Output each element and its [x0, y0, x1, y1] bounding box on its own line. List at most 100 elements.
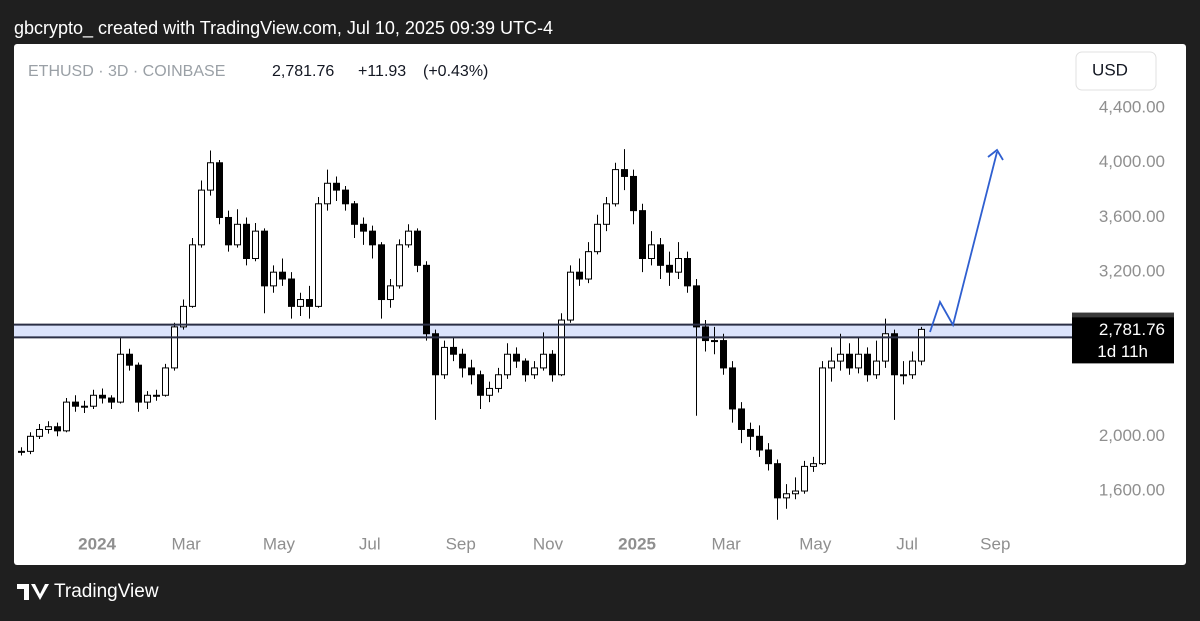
forecast-arrowhead: [987, 148, 1004, 161]
candle-body: [657, 244, 664, 266]
candle-body: [333, 182, 340, 191]
candle-body: [126, 353, 133, 366]
candle-body: [243, 223, 250, 260]
candle-body: [801, 465, 808, 492]
candle-body: [558, 319, 565, 376]
candle-body: [792, 490, 799, 495]
candle-body: [45, 426, 52, 430]
x-tick-label: Mar: [712, 534, 742, 553]
candle-body: [504, 353, 511, 376]
candle-body: [441, 346, 448, 376]
x-tick-label: 2024: [78, 534, 116, 553]
candle-body: [351, 203, 358, 225]
candle-body: [810, 463, 817, 467]
candle-body: [162, 367, 169, 396]
candle-body: [423, 264, 430, 335]
candle-body: [765, 449, 772, 465]
candle-body: [549, 353, 556, 376]
y-tick-label: 1,600.00: [1099, 481, 1165, 500]
candle-body: [279, 271, 286, 280]
currency-button[interactable]: [1075, 51, 1157, 91]
candle-body: [711, 340, 718, 343]
candle-body: [252, 230, 259, 260]
candle-body: [675, 258, 682, 273]
candle-body: [324, 182, 331, 205]
candle-body: [603, 203, 610, 225]
y-tick-label: 4,400.00: [1099, 98, 1165, 117]
candle-body: [117, 353, 124, 403]
x-tick-label: Jul: [896, 534, 918, 553]
candle-body: [819, 367, 826, 465]
candle-body: [225, 216, 232, 246]
candle-body: [369, 230, 376, 246]
candle-body: [72, 401, 79, 407]
candle-body: [315, 203, 322, 307]
candle-body: [828, 360, 835, 369]
candle-body: [90, 394, 97, 407]
candle-body: [405, 230, 412, 246]
candle-body: [783, 493, 790, 499]
candle-body: [891, 333, 898, 376]
candle-body: [639, 210, 646, 260]
x-tick-label: May: [799, 534, 832, 553]
candle-body: [846, 353, 853, 369]
change-percent: (+0.43%): [423, 63, 488, 80]
candle-body: [666, 264, 673, 273]
candle-body: [468, 367, 475, 376]
chart-panel: [14, 44, 1186, 565]
candle-body: [513, 353, 520, 362]
candle-body: [27, 435, 34, 452]
candle-body: [216, 162, 223, 218]
candle-body: [81, 405, 88, 408]
candle-body: [693, 285, 700, 328]
y-tick-label: 2,000.00: [1099, 426, 1165, 445]
candle-body: [18, 450, 25, 453]
candle-body: [450, 346, 457, 355]
candle-body: [135, 364, 142, 403]
candle-body: [189, 244, 196, 307]
candle-body: [630, 175, 637, 212]
candle-body: [297, 299, 304, 307]
candle-body: [378, 244, 385, 301]
candle-body: [414, 230, 421, 266]
candle-body: [387, 285, 394, 301]
candle-body: [621, 169, 628, 177]
caption: gbcrypto_ created with TradingView.com, …: [14, 18, 553, 39]
last-price-tag: [1072, 317, 1174, 364]
candle-body: [207, 162, 214, 191]
currency[interactable]: USD: [1092, 60, 1128, 79]
forecast-path: [929, 151, 998, 333]
candle-body: [270, 271, 277, 287]
candle-body: [864, 353, 871, 376]
y-tick-label: 3,600.00: [1099, 207, 1165, 226]
candle-body: [459, 353, 466, 369]
candle-body: [495, 374, 502, 389]
candle-body: [477, 374, 484, 396]
candle-body: [738, 408, 745, 430]
candle-body: [837, 353, 844, 362]
x-tick-label: Sep: [446, 534, 476, 553]
candle-body: [594, 223, 601, 253]
candle-body: [396, 244, 403, 287]
x-tick-label: 2025: [618, 534, 656, 553]
candle-body: [522, 360, 529, 376]
candle-body: [684, 258, 691, 287]
x-tick-label: Jul: [359, 534, 381, 553]
candle-body: [774, 463, 781, 499]
candle-body: [756, 435, 763, 451]
candle-body: [720, 340, 727, 369]
candle-body: [342, 189, 349, 205]
change: +11.93: [358, 63, 406, 80]
candle-body: [585, 251, 592, 280]
candle-body: [144, 394, 151, 403]
candle-body: [576, 271, 583, 280]
candle-body: [882, 333, 889, 362]
candle-body: [909, 360, 916, 376]
last-price: 2,781.76: [272, 63, 334, 80]
candle-body: [63, 401, 70, 432]
candle-body: [486, 387, 493, 396]
candle-body: [153, 394, 160, 397]
candle-body: [99, 394, 106, 399]
